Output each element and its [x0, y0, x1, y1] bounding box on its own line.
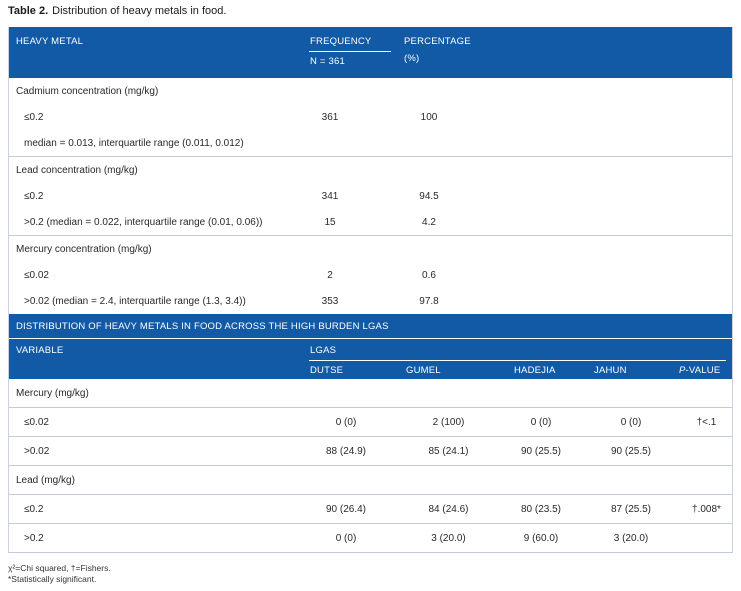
- table-caption: Table 2. Distribution of heavy metals in …: [8, 5, 741, 18]
- row-label: >0.02 (median = 2.4, interquartile range…: [24, 295, 246, 307]
- jahun-value: 0 (0): [581, 407, 681, 437]
- column-header-dutse: DUTSE: [310, 365, 344, 376]
- gumel-value: 84 (24.6): [396, 494, 501, 524]
- table-row: ≤0.02 0 (0) 2 (100) 0 (0) 0 (0) †<.1: [9, 407, 732, 437]
- table-row: ≤0.2 90 (26.4) 84 (24.6) 80 (23.5) 87 (2…: [9, 494, 732, 524]
- hadejia-value: 90 (25.5): [501, 436, 581, 466]
- section-header-row: Lead (mg/kg): [9, 465, 732, 495]
- jahun-value: 3 (20.0): [581, 523, 681, 553]
- column-header-variable: VARIABLE: [16, 345, 64, 356]
- row-label: ≤0.2: [24, 111, 44, 123]
- jahun-value: 87 (25.5): [581, 494, 681, 524]
- frequency-value: 2: [327, 269, 333, 281]
- dutse-value: 88 (24.9): [296, 436, 396, 466]
- column-header-lgas: LGAS: [310, 345, 337, 356]
- frequency-underline: [309, 51, 391, 52]
- spacer-cell: [494, 183, 732, 209]
- footnote-significance: *Statistically significant.: [8, 574, 97, 585]
- row-label: >0.2 (median = 0.022, interquartile rang…: [9, 209, 296, 236]
- p-value-italic-p: P: [679, 365, 686, 376]
- table-row: >0.2 0 (0) 3 (20.0) 9 (60.0) 3 (20.0): [9, 523, 732, 553]
- percentage-value: 4.2: [364, 209, 494, 236]
- hadejia-value: 9 (60.0): [501, 523, 581, 553]
- column-header-percentage: PERCENTAGE: [404, 36, 471, 47]
- percentage-value: 97.8: [419, 295, 439, 307]
- table-caption-text: Distribution of heavy metals in food.: [52, 5, 227, 17]
- hadejia-value: 0 (0): [501, 407, 581, 437]
- section-header-row: Lead concentration (mg/kg): [9, 157, 732, 184]
- row-label: ≤0.2: [9, 494, 296, 524]
- section-header: Mercury (mg/kg): [9, 379, 732, 408]
- dutse-value: 0 (0): [296, 407, 396, 437]
- row-label: ≤0.2: [24, 190, 44, 202]
- hadejia-value: 80 (23.5): [501, 494, 581, 524]
- section-header-row: Cadmium concentration (mg/kg): [9, 78, 732, 104]
- spacer-cell: [494, 104, 732, 130]
- frequency-value: 361: [321, 111, 339, 123]
- section-header: Cadmium concentration (mg/kg): [16, 85, 159, 97]
- table-footnotes: χ²=Chi squared, †=Fishers. *Statisticall…: [8, 563, 741, 585]
- table-row: ≤0.2 341 94.5: [9, 183, 732, 209]
- table-row: >0.02 (median = 2.4, interquartile range…: [9, 288, 732, 314]
- dutse-value: 90 (26.4): [296, 494, 396, 524]
- spacer-cell: [494, 209, 732, 236]
- jahun-value: 90 (25.5): [581, 436, 681, 466]
- column-subheader-n: N = 361: [310, 56, 345, 67]
- frequency-value: 341: [321, 190, 339, 202]
- p-value-suffix: -VALUE: [685, 365, 721, 376]
- table-row: >0.2 (median = 0.022, interquartile rang…: [9, 209, 732, 236]
- p-value: [681, 436, 732, 466]
- frequency-value: 353: [321, 295, 339, 307]
- row-label: >0.2: [9, 523, 296, 553]
- spacer-cell: [494, 262, 732, 288]
- column-subheader-percent: (%): [404, 53, 420, 64]
- p-value: [681, 523, 732, 553]
- table1-header: HEAVY METAL FREQUENCY N = 361 PERCENTAGE…: [9, 27, 732, 78]
- column-header-frequency: FREQUENCY: [310, 36, 372, 47]
- lgas-underline: [309, 360, 726, 361]
- column-header-hadejia: HADEJIA: [514, 365, 556, 376]
- section-header: Lead concentration (mg/kg): [16, 164, 138, 176]
- row-label: ≤0.02: [24, 269, 49, 281]
- section-header: Lead (mg/kg): [9, 465, 732, 495]
- percentage-value: 94.5: [419, 190, 439, 202]
- gumel-value: 85 (24.1): [396, 436, 501, 466]
- frequency-value: 15: [296, 209, 364, 236]
- table-row: ≤0.2 361 100: [9, 104, 732, 130]
- column-header-gumel: GUMEL: [406, 365, 441, 376]
- footnote-statistics: χ²=Chi squared, †=Fishers.: [8, 563, 111, 573]
- spacer-cell: [494, 288, 732, 314]
- spacer-cell: [494, 130, 732, 157]
- table-row: median = 0.013, interquartile range (0.0…: [9, 130, 732, 157]
- paper-table: HEAVY METAL FREQUENCY N = 361 PERCENTAGE…: [8, 27, 733, 553]
- column-header-p-value: P-VALUE: [679, 365, 720, 376]
- gumel-value: 3 (20.0): [396, 523, 501, 553]
- table2-band-title: DISTRIBUTION OF HEAVY METALS IN FOOD ACR…: [9, 314, 732, 339]
- table1-body: Cadmium concentration (mg/kg) ≤0.2 361 1…: [9, 78, 732, 314]
- dutse-value: 0 (0): [296, 523, 396, 553]
- gumel-value: 2 (100): [396, 407, 501, 437]
- section-header-row: Mercury concentration (mg/kg): [9, 236, 732, 263]
- percentage-value: [364, 130, 494, 157]
- column-header-heavy-metal: HEAVY METAL: [16, 36, 84, 47]
- frequency-value: [296, 130, 364, 157]
- percentage-value: 100: [420, 111, 438, 123]
- p-value: †<.1: [681, 407, 732, 437]
- section-header: Mercury concentration (mg/kg): [16, 243, 152, 255]
- column-header-jahun: JAHUN: [594, 365, 627, 376]
- table-caption-label: Table 2.: [8, 5, 49, 17]
- table2-header: VARIABLE LGAS DUTSE GUMEL HADEJIA JAHUN …: [9, 339, 732, 379]
- p-value: †.008*: [681, 494, 732, 524]
- percentage-value: 0.6: [422, 269, 436, 281]
- row-label: ≤0.02: [9, 407, 296, 437]
- section-header-row: Mercury (mg/kg): [9, 379, 732, 408]
- row-label: median = 0.013, interquartile range (0.0…: [9, 130, 296, 157]
- row-label: >0.02: [9, 436, 296, 466]
- table2-body: Mercury (mg/kg) ≤0.02 0 (0) 2 (100) 0 (0…: [9, 379, 732, 553]
- table-row: ≤0.02 2 0.6: [9, 262, 732, 288]
- table-row: >0.02 88 (24.9) 85 (24.1) 90 (25.5) 90 (…: [9, 436, 732, 466]
